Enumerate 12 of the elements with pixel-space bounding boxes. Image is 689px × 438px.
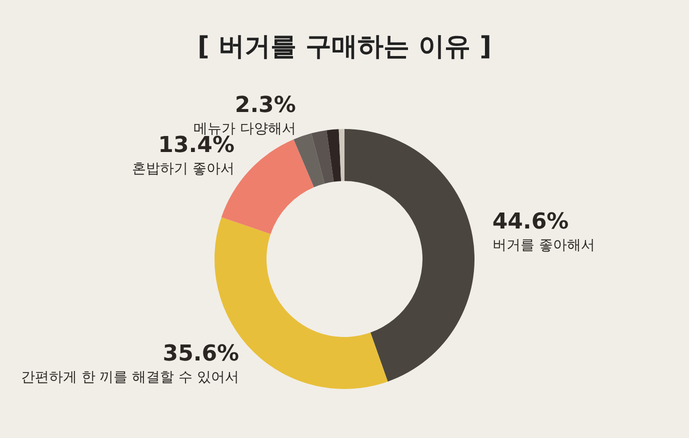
donut-slice	[326, 129, 342, 182]
donut-slice	[294, 133, 325, 188]
slice-label: 간편하게 한 끼를 해결할 수 있어서	[20, 370, 240, 386]
chart-title: [ 버거를 구매하는 이유 ]	[198, 32, 492, 62]
slice-label: 버거를 좋아해서	[492, 238, 595, 254]
donut-slice	[338, 129, 344, 182]
data-label: 2.3%	[234, 93, 296, 118]
data-label: 35.6%	[162, 342, 240, 367]
donut-slice	[311, 130, 334, 184]
donut-slice	[344, 129, 474, 382]
slice-label: 혼밥하기 좋아서	[132, 161, 235, 178]
data-label: 44.6%	[492, 210, 569, 235]
